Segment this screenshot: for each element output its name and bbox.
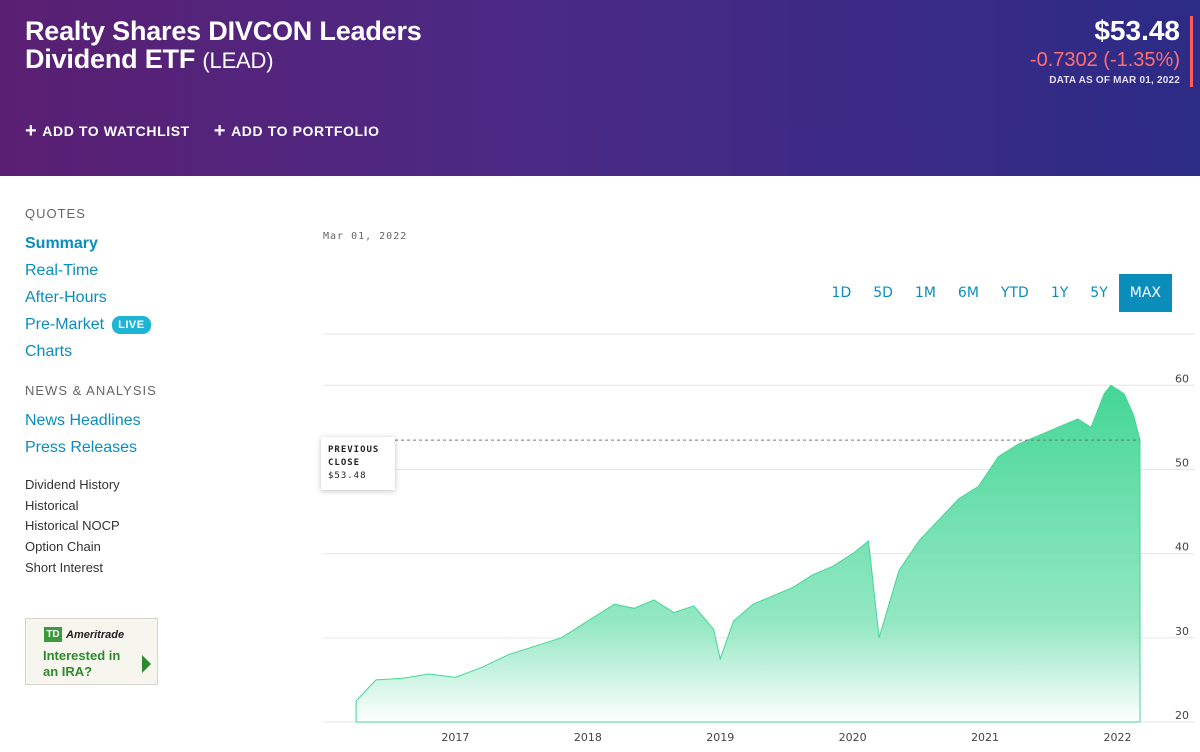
fund-title: Realty Shares DIVCON Leaders Dividend ET… [25,17,625,75]
td-logo-icon: TD [44,627,62,642]
link-historical-nocp[interactable]: Historical NOCP [25,518,120,534]
x-tick-label: 2019 [706,731,734,744]
plus-icon: + [25,120,38,142]
range-6m-button[interactable]: 6M [957,285,979,301]
link-historical[interactable]: Historical [25,497,79,513]
range-1m-button[interactable]: 1M [914,285,936,301]
sidebar-item-summary[interactable]: Summary [25,235,98,252]
sidebar-item-pre-market[interactable]: Pre-Market [25,316,105,333]
data-as-of: DATA AS OF MAR 01, 2022 [1049,75,1180,86]
price-block: $53.48 -0.7302 (-1.35%) DATA AS OF MAR 0… [1030,16,1180,88]
more-links: Dividend History Historical Historical N… [25,475,275,579]
sidebar: QUOTES Summary Real-Time After-Hours Pre… [25,206,275,579]
range-max-button[interactable]: MAX [1118,274,1172,312]
tooltip-value: $53.48 [328,471,367,481]
ameritrade-ad[interactable]: TD Ameritrade Interested in an IRA? [25,618,158,685]
previous-close-tooltip: PREVIOUS CLOSE $53.48 [321,437,395,490]
y-tick-label: 40 [1175,541,1189,554]
add-to-watchlist-label: ADD TO WATCHLIST [42,123,190,139]
range-5d-button[interactable]: 5D [873,285,893,301]
news-section-title: NEWS & ANALYSIS [25,383,157,398]
price-area-series [355,384,1141,723]
add-to-portfolio-label: ADD TO PORTFOLIO [231,123,380,139]
play-arrow-icon [142,655,151,673]
y-tick-label: 20 [1175,709,1189,722]
x-tick-label: 2022 [1103,731,1131,744]
add-to-watchlist-button[interactable]: + ADD TO WATCHLIST [25,120,190,142]
x-tick-label: 2017 [441,731,469,744]
x-tick-label: 2021 [971,731,999,744]
range-1y-button[interactable]: 1Y [1050,285,1069,301]
range-1d-button[interactable]: 1D [831,285,852,301]
range-5y-button[interactable]: 5Y [1090,285,1108,301]
sidebar-item-charts[interactable]: Charts [25,343,73,360]
price-change: -0.7302 (-1.35%) [1029,49,1180,71]
tooltip-line-1: PREVIOUS [328,445,380,455]
tooltip-line-2: CLOSE [328,458,361,468]
quotes-section-title: QUOTES [25,206,86,221]
x-tick-label: 2018 [574,731,602,744]
ad-message: Interested in an IRA? [43,648,121,679]
y-tick-label: 30 [1175,625,1189,638]
sidebar-item-pre-market-row: Pre-Market LIVE [25,316,275,334]
x-tick-label: 2020 [839,731,867,744]
title-line-2: Dividend ETF [25,44,196,74]
ad-brand: Ameritrade [66,628,125,641]
link-short-interest[interactable]: Short Interest [25,559,104,575]
y-tick-label: 60 [1175,372,1189,385]
plus-icon: + [213,120,227,142]
y-tick-label: 50 [1175,456,1189,469]
range-ytd-button[interactable]: YTD [1000,285,1029,301]
sidebar-item-after-hours[interactable]: After-Hours [25,289,107,306]
add-to-portfolio-button[interactable]: + ADD TO PORTFOLIO [213,120,380,142]
sidebar-item-real-time[interactable]: Real-Time [25,262,99,279]
chart-date: Mar 01, 2022 [323,231,408,242]
ameritrade-logo: TD Ameritrade [44,627,124,642]
header-actions: + ADD TO WATCHLIST + ADD TO PORTFOLIO [25,120,380,142]
link-dividend-history[interactable]: Dividend History [25,477,120,492]
live-badge: LIVE [112,316,151,334]
link-option-chain[interactable]: Option Chain [25,539,101,555]
range-selector: 1D 5D 1M 6M YTD 1Y 5Y MAX [821,274,1172,312]
sidebar-item-press-releases[interactable]: Press Releases [25,439,138,456]
last-price: $53.48 [1094,15,1180,46]
title-line-1: Realty Shares DIVCON Leaders [25,16,422,46]
header-banner: Realty Shares DIVCON Leaders Dividend ET… [0,0,1200,176]
ticker-symbol: (LEAD) [202,48,274,73]
sidebar-item-news-headlines[interactable]: News Headlines [25,412,141,429]
change-indicator-bar [1190,16,1193,87]
